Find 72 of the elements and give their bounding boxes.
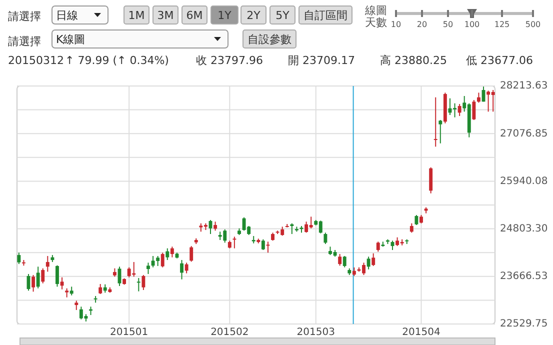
candlestick (366, 256, 370, 270)
text: 5Y (276, 9, 290, 22)
candlestick (376, 241, 380, 252)
candlestick (136, 278, 140, 292)
text: ↑ 79.99 (↑ 0.34%) (65, 54, 169, 67)
text: 500 (525, 20, 541, 29)
y-tick-label: 22529.75 (500, 318, 548, 330)
candlestick (170, 246, 174, 258)
text: 線圖天數 (364, 4, 387, 29)
candlestick (180, 260, 184, 280)
candlestick (290, 222, 294, 235)
text: 100 (464, 20, 480, 29)
text: 10 (390, 20, 402, 29)
text: K線圖 (56, 33, 86, 46)
candlestick (65, 288, 69, 298)
candlestick (142, 274, 146, 290)
candlestick (36, 266, 40, 289)
candlestick (410, 222, 414, 234)
candlestick (476, 92, 480, 104)
candlestick (184, 262, 188, 274)
text: 低 23677.06 (466, 54, 533, 67)
text: 1Y (218, 9, 232, 22)
candlestick (41, 268, 45, 284)
candlestick (46, 255, 50, 272)
text: 請選擇 (8, 10, 41, 23)
text: 自設參數 (248, 33, 292, 46)
text: 收 23797.96 (196, 54, 263, 67)
y-tick-label: 23666.53 (500, 271, 548, 282)
x-tick-label: 201504 (402, 327, 440, 338)
text: 高 23880.25 (380, 54, 447, 67)
candlestick (214, 221, 218, 232)
candlestick (166, 248, 170, 261)
candlestick (324, 232, 328, 245)
candlestick (98, 284, 102, 295)
candlestick (17, 252, 21, 265)
x-tick-label: 201502 (210, 327, 249, 338)
text: 2Y (246, 9, 261, 22)
candlestick (261, 238, 265, 250)
candlestick (372, 252, 376, 266)
text: 1M (128, 9, 145, 22)
text: 6M (186, 9, 203, 22)
x-tick-label: 201503 (296, 327, 335, 338)
candlestick (232, 236, 236, 249)
candlestick (472, 100, 476, 120)
text: 3M (157, 9, 174, 22)
y-tick-label: 25940.08 (500, 176, 548, 187)
text: 請選擇 (8, 35, 41, 48)
y-tick-label: 28213.63 (500, 80, 548, 92)
candlestick (438, 119, 442, 144)
candlestick (342, 255, 346, 268)
y-tick-label: 24803.30 (500, 224, 548, 235)
text: 20150312 (8, 54, 64, 67)
candlestick (56, 264, 59, 288)
y-tick-label: 27076.85 (500, 128, 548, 140)
text: 50 (442, 20, 454, 29)
candlestick (146, 262, 150, 274)
candlestick (338, 254, 342, 266)
candlestick (414, 214, 418, 226)
text: 20 (416, 20, 428, 29)
candlestick (458, 103, 462, 117)
text: 125 (494, 20, 510, 29)
candlestick (429, 166, 433, 194)
candlestick (434, 96, 438, 148)
candlestick (266, 241, 270, 254)
text: 自訂區間 (304, 9, 348, 22)
candlestick (32, 274, 36, 292)
text: 日線 (56, 9, 78, 22)
candlestick (160, 252, 164, 268)
candlestick (190, 246, 194, 262)
candlestick (74, 300, 78, 311)
x-tick-label: 201501 (110, 327, 148, 338)
text: 開 23709.17 (288, 54, 355, 67)
